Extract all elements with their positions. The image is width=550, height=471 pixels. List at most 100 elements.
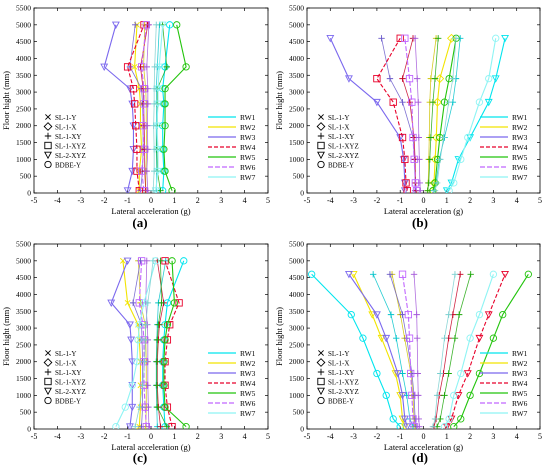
panel-d-ytick-label: 5000 xyxy=(289,256,304,265)
panel-b-series-rw6-point xyxy=(408,98,416,106)
panel-a-legend-marker-symbol xyxy=(44,160,52,169)
panel-c-series-rw5-point xyxy=(168,257,176,265)
panel-d-series-rw3-line xyxy=(348,273,408,427)
panel-d-series-rw4-point xyxy=(463,370,472,378)
panel-d-series-rw2-point xyxy=(349,271,358,279)
panel-a-series-rw6-inner-point xyxy=(144,146,152,153)
panel-c-series-rw3-inner-point xyxy=(129,299,137,307)
panel-b-series-rw5-inner-point xyxy=(431,75,439,82)
panel-b-data-layer xyxy=(326,33,510,193)
panel-c-legend-rw-label: RW4 xyxy=(240,379,256,388)
panel-b-series-rw7 xyxy=(431,34,500,193)
panel-a-legend-rw-label: RW2 xyxy=(240,123,256,132)
panel-c-series-rw5-inner-point xyxy=(155,321,162,328)
panel-c-series-rw4-point xyxy=(175,299,183,307)
panel-c-series-rw5-point xyxy=(161,336,169,344)
panel-d-series-rw6 xyxy=(398,270,423,429)
panel-a-series-rw5-point xyxy=(161,167,169,175)
panel-c-legend-rw-label: RW1 xyxy=(240,349,256,358)
panel-a-series-rw6-inner-point xyxy=(144,100,152,108)
panel-d-series-rw1-point xyxy=(382,391,390,400)
panel-a-series-rw5-point xyxy=(182,63,190,71)
panel-a-series-rw6 xyxy=(137,21,153,193)
panel-a-legend-rw-label: RW7 xyxy=(240,173,256,182)
panel-a-series-rw3-inner-point xyxy=(132,21,139,29)
panel-a-series-rw6-inner-point xyxy=(145,21,153,29)
panel-b-series-rw6-line xyxy=(404,38,418,191)
panel-c-legend-marker-label: SL-1-XYZ xyxy=(55,378,86,386)
panel-a-series-rw7-inner-point xyxy=(150,122,157,129)
panel-b-xlabel: Lateral acceleration (g) xyxy=(384,206,463,216)
panel-d-series-rw7-inner-point xyxy=(433,392,441,399)
panel-b-series-rw4-point xyxy=(389,98,397,106)
panel-c-series-rw5-inner-point xyxy=(154,403,161,411)
panel-c-series-rw3-point xyxy=(107,299,116,308)
panel-b-series-rw5-inner-point xyxy=(427,134,435,141)
panel-a-xtick-label: 3 xyxy=(219,196,223,205)
panel-a-ytick-label: 4000 xyxy=(16,54,31,63)
panel-b-series-rw3-line xyxy=(329,38,406,191)
panel-b-series-rw1-line xyxy=(446,38,506,191)
panel-d-xtick-label: -4 xyxy=(327,432,334,441)
panel-d-xtick-label: 4 xyxy=(515,432,519,441)
panel-b-legend-rw-label: RW4 xyxy=(512,143,528,152)
panel-b-series-rw7-inner-point xyxy=(452,35,460,42)
panel-c-ytick-label: 0 xyxy=(27,425,31,434)
panel-b-series-rw7-inner-point xyxy=(431,187,439,193)
panel-b-legend-marker-symbol xyxy=(316,122,326,131)
panel-b-series-rw3-point xyxy=(344,75,353,83)
panel-a-series-rw4-point xyxy=(133,167,141,175)
panel-d-ytick-label: 5500 xyxy=(289,240,304,249)
panel-a-series-rw3-inner-point xyxy=(126,63,134,71)
panel-d-ytick-label: 0 xyxy=(300,425,304,434)
panel-c-legend-rw-label: RW5 xyxy=(240,389,256,398)
panel-c-series-rw7-inner-line xyxy=(134,260,154,427)
panel-b-legend-rw-label: RW6 xyxy=(512,163,528,172)
panel-a-series-rw6-inner-point xyxy=(144,122,151,129)
panel-d-series-rw7-point xyxy=(440,422,449,429)
panel-b-legend-marker-symbol xyxy=(317,151,325,160)
panel-a-xtick-label: -5 xyxy=(31,196,38,205)
panel-c-ytick-label: 5500 xyxy=(16,240,31,249)
panel-a-legend-marker-label: SL-1-Y xyxy=(55,114,76,122)
panel-c-series-rw7-point xyxy=(112,422,120,429)
panel-a-series-rw4-point xyxy=(135,186,143,193)
panel-d-ylabel: Floor hight (mm) xyxy=(274,307,284,366)
panel-d-series-rw1-point xyxy=(347,310,355,319)
panel-c-series-rw3-point xyxy=(125,321,134,329)
panel-c-xtick-label: -3 xyxy=(77,432,84,441)
panel-c-legend-marker-label: SL-1-XY xyxy=(55,369,81,377)
panel-c-series-rw5-inner-point xyxy=(157,257,164,265)
panel-a-series-rw5-point xyxy=(161,100,169,108)
panel-b-series-rw7-point xyxy=(492,34,500,42)
panel-d-label: (d) xyxy=(412,450,428,465)
panel-c-series-rw7-inner-point xyxy=(142,321,149,328)
panel-d-series-rw6-point xyxy=(404,310,413,319)
panel-d-legend-rw-label: RW1 xyxy=(512,349,528,358)
panel-d-ytick-label: 1000 xyxy=(289,391,304,400)
panel-b-series-rw6-inner-point xyxy=(417,187,424,193)
panel-a-series-rw6-inner-line xyxy=(146,24,150,191)
panel-c-series-rw5-point xyxy=(163,321,172,329)
panel-c-series-rw3-point xyxy=(123,257,132,265)
panel-d-series-rw6-inner-point xyxy=(414,370,421,377)
panel-a-legend-marker-symbol xyxy=(44,141,52,150)
panel-c-legend-rw-label: RW2 xyxy=(240,359,256,368)
panel-a-legend-marker-symbol xyxy=(44,132,52,140)
panel-a-ytick-label: 0 xyxy=(27,189,31,198)
panel-d-legend-rw-label: RW6 xyxy=(512,399,528,408)
panel-c-xtick-label: 1 xyxy=(172,432,176,441)
panel-c-ytick-label: 1500 xyxy=(16,374,31,383)
panel-d-series-rw5-point xyxy=(457,415,465,423)
panel-b-series-rw2-point xyxy=(433,97,442,107)
panel-d-legend-marker-label: SL-1-X xyxy=(328,359,349,367)
panel-a-series-rw1-point xyxy=(166,21,174,29)
panel-d-series-rw7-point xyxy=(445,415,453,423)
panel-d-legend-marker-label: SL-1-XY xyxy=(328,369,354,377)
panel-d-legend-marker-symbol xyxy=(317,377,325,386)
panel-b-series-rw7-point xyxy=(464,133,472,142)
panel-d-series-rw3-inner-point xyxy=(399,311,406,318)
